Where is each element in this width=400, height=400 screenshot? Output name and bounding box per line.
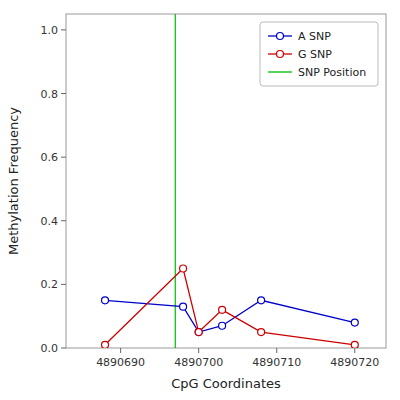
x-tick-label: 4890700 [174,356,223,369]
series-point [180,303,187,310]
y-tick-label: 0.2 [41,278,59,291]
y-tick [61,220,66,221]
chart-svg: 4890690 4890700 4890710 4890720 0.0 0.2 0.4 0.6… [0,0,400,400]
series-point [102,341,109,348]
x-tick-label: 4890690 [96,356,145,369]
y-tick [61,93,66,94]
y-tick [61,284,66,285]
series-point [258,297,265,304]
y-tick [61,29,66,30]
y-tick-label: 0.4 [41,215,59,228]
legend-label: G SNP [298,48,332,61]
series-line [105,268,355,344]
x-tick [354,348,355,353]
x-tick [276,348,277,353]
legend-label: SNP Position [298,66,366,79]
plot-frame [66,14,386,348]
x-tick-label: 4890710 [252,356,301,369]
series-point [351,319,358,326]
series-point [219,322,226,329]
series-point [195,329,202,336]
y-axis-label: Methylation Frequency [6,107,21,255]
legend-swatch [268,71,292,72]
y-tick [61,157,66,158]
y-tick-label: 0.0 [41,342,59,355]
series-point [258,329,265,336]
legend-label: A SNP [298,30,331,43]
legend-box [260,22,378,86]
y-tick-label: 1.0 [41,24,59,37]
chart-container: 4890690 4890700 4890710 4890720 0.0 0.2 0.4 0.6… [0,0,400,400]
y-tick-label: 0.8 [41,88,59,101]
x-tick [120,348,121,353]
series-point [102,297,109,304]
y-tick [61,348,66,349]
legend: A SNP G SNP SNP Position [260,22,378,86]
series-line [105,300,355,332]
series-point [351,341,358,348]
series-point [195,329,202,336]
y-tick-label: 0.6 [41,151,59,164]
x-tick-label: 4890720 [330,356,379,369]
series-point [219,306,226,313]
x-axis-label: CpG Coordinates [171,376,281,391]
legend-marker [277,33,284,40]
x-tick [198,348,199,353]
snp-position-line [175,14,176,348]
series-point [180,265,187,272]
legend-marker [277,51,284,58]
